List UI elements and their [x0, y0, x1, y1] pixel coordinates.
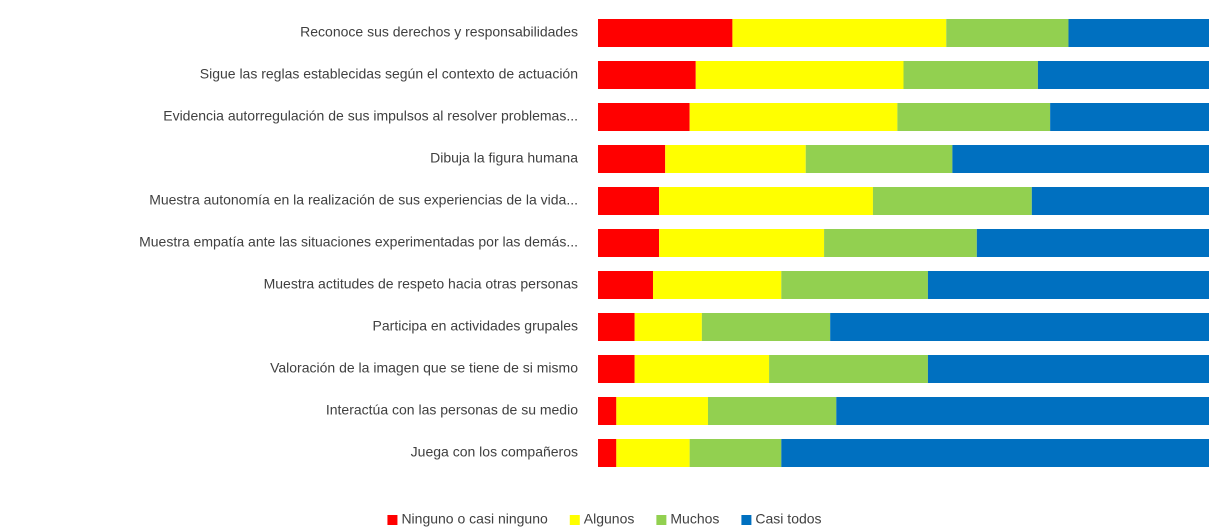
bar-segment: [769, 355, 928, 383]
bar-segment: [836, 397, 1209, 425]
bar-segment: [689, 103, 898, 131]
bar-segment: [1037, 61, 1209, 89]
bar-segment: [598, 103, 690, 131]
category-label: Muestra empatía ante las situaciones exp…: [139, 234, 578, 250]
bar-segment: [927, 271, 1209, 299]
bar-segment: [927, 355, 1209, 383]
bar-segment: [1031, 187, 1209, 215]
bar-segment: [805, 145, 953, 173]
bar-segment: [598, 439, 617, 467]
bar-segment: [732, 19, 947, 47]
category-label: Valoración de la imagen que se tiene de …: [270, 360, 578, 376]
bar-segment: [903, 61, 1038, 89]
legend-swatch: [387, 515, 398, 525]
legend-swatch: [569, 515, 580, 525]
bar-segment: [689, 439, 782, 467]
bar-segment: [598, 271, 653, 299]
bar-segment: [872, 187, 1032, 215]
bar-segment: [616, 397, 708, 425]
bar-segment: [976, 229, 1209, 257]
bar-segment: [598, 397, 617, 425]
bar-segment: [634, 313, 702, 341]
bar-segment: [634, 355, 770, 383]
bar-segment: [781, 271, 928, 299]
bar-segment: [897, 103, 1051, 131]
bar-segment: [1050, 103, 1209, 131]
bar-segment: [824, 229, 977, 257]
category-label: Interactúa con las personas de su medio: [326, 402, 578, 418]
bar-segment: [695, 61, 904, 89]
bar-segment: [659, 187, 873, 215]
category-label: Dibuja la figura humana: [430, 150, 578, 166]
legend-label: Muchos: [670, 511, 719, 527]
bar-segment: [665, 145, 806, 173]
bar-segment: [616, 439, 690, 467]
category-label: Muestra autonomía en la realización de s…: [149, 192, 578, 208]
bar-segment: [598, 313, 635, 341]
bar-segment: [598, 61, 696, 89]
bar-segment: [707, 397, 837, 425]
bar-segment: [830, 313, 1209, 341]
bar-segment: [952, 145, 1209, 173]
category-label: Reconoce sus derechos y responsabilidade…: [300, 24, 578, 40]
legend-label: Algunos: [584, 511, 635, 527]
bar-segment: [701, 313, 831, 341]
category-label: Muestra actitudes de respeto hacia otras…: [264, 276, 578, 292]
bar-segment: [1068, 19, 1209, 47]
legend-label: Casi todos: [755, 511, 821, 527]
legend-label: Ninguno o casi ninguno: [401, 511, 548, 527]
bar-segment: [598, 355, 635, 383]
legend-swatch: [741, 515, 752, 525]
bar-segment: [781, 439, 1209, 467]
bar-segment: [659, 229, 825, 257]
category-label: Participa en actividades grupales: [373, 318, 578, 334]
bar-segment: [652, 271, 782, 299]
bar-segment: [946, 19, 1069, 47]
bar-segment: [598, 145, 666, 173]
category-label: Sigue las reglas establecidas según el c…: [200, 66, 578, 82]
category-label: Juega con los compañeros: [411, 444, 578, 460]
legend-swatch: [656, 515, 667, 525]
category-label: Evidencia autorregulación de sus impulso…: [163, 108, 578, 124]
bar-segment: [598, 229, 660, 257]
bar-segment: [598, 187, 660, 215]
bar-segment: [598, 19, 733, 47]
